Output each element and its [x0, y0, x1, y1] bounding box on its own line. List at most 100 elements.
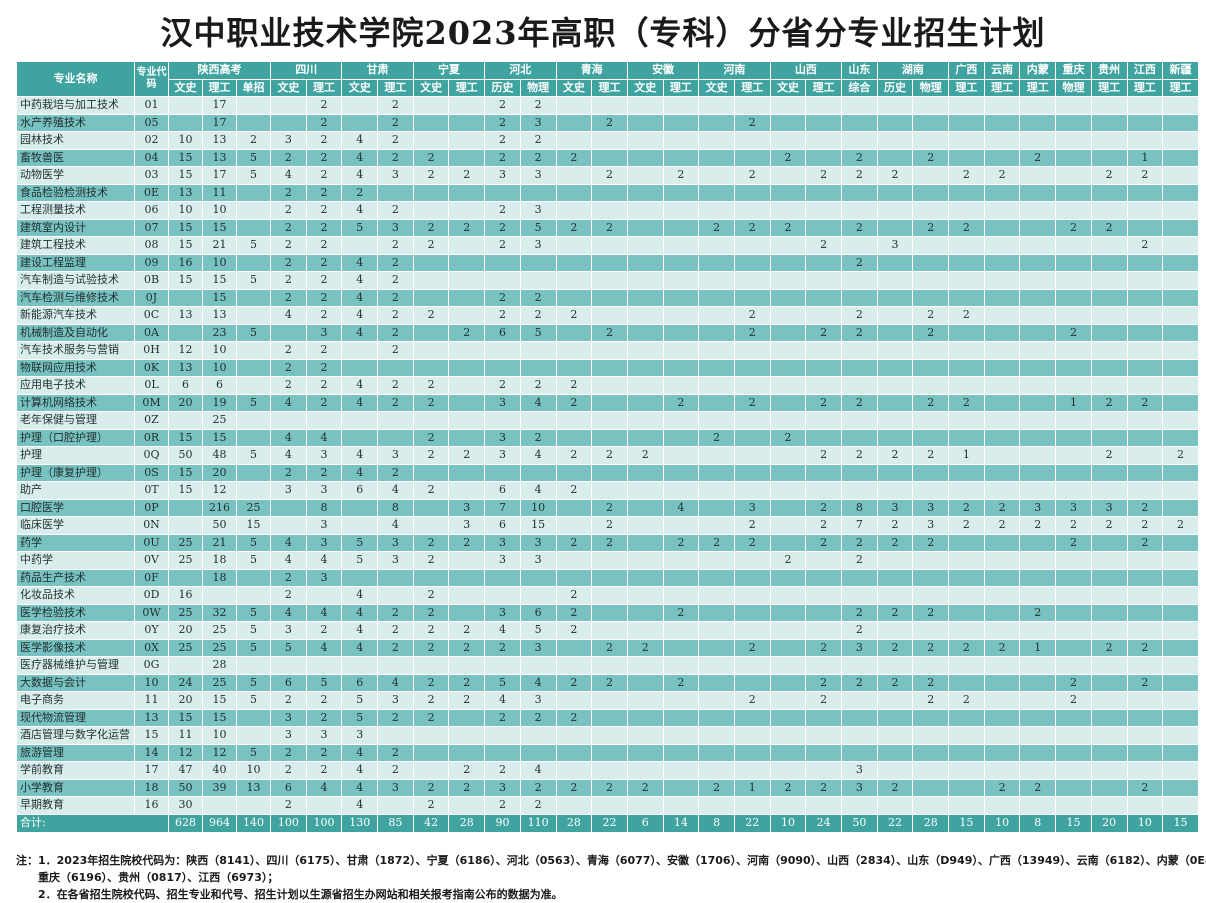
quota-cell: 3	[841, 638, 878, 657]
table-row: 畜牧兽医 04 15 13 5 2 2 4 2 2 2 2 2 2 2 2 2 1	[16, 148, 1199, 167]
major-name-cell: 工程测量技术	[16, 201, 135, 220]
major-code-cell: 0E	[134, 183, 169, 202]
quota-cell	[733, 253, 771, 272]
subject-header: 文史	[270, 78, 307, 97]
quota-cell	[1126, 708, 1164, 727]
quota-cell	[484, 341, 521, 360]
quota-cell: 2	[448, 621, 486, 640]
quota-cell	[519, 411, 557, 430]
quota-cell: 2	[412, 778, 450, 797]
quota-cell	[698, 568, 735, 587]
quota-cell	[1090, 778, 1128, 797]
quota-cell: 2	[305, 463, 343, 482]
quota-cell	[555, 568, 593, 587]
table-row: 药品生产技术 0F 18 2 3	[16, 568, 1199, 587]
quota-cell: 25	[236, 498, 271, 517]
major-code-cell: 0L	[134, 376, 169, 395]
quota-cell	[1090, 253, 1128, 272]
table-row: 水产养殖技术 05 17 2 2 2 3 2 2	[16, 113, 1199, 132]
quota-cell	[983, 463, 1021, 482]
quota-cell: 2	[805, 236, 842, 255]
major-name-cell: 现代物流管理	[16, 708, 135, 727]
quota-cell	[1055, 778, 1092, 797]
quota-cell: 4	[341, 131, 379, 150]
quota-cell: 2	[305, 743, 343, 762]
quota-cell	[626, 551, 664, 570]
quota-cell	[519, 253, 557, 272]
quota-cell: 2	[377, 708, 414, 727]
quota-cell: 2	[377, 463, 414, 482]
quota-cell	[805, 218, 842, 237]
quota-cell: 2	[412, 236, 450, 255]
quota-cell: 2	[805, 323, 842, 342]
quota-cell: 2	[948, 516, 985, 535]
quota-cell: 3	[912, 516, 950, 535]
quota-cell: 2	[662, 603, 700, 622]
quota-cell	[1162, 271, 1199, 290]
quota-cell	[626, 691, 664, 710]
quota-cell: 4	[519, 481, 557, 500]
quota-cell	[1126, 218, 1164, 237]
quota-cell	[591, 603, 628, 622]
table-row: 早期教育 16 30 2 4 2 2 2	[16, 796, 1199, 815]
quota-cell	[698, 673, 735, 692]
quota-cell	[769, 533, 807, 552]
quota-cell	[733, 271, 771, 290]
quota-cell: 2	[412, 376, 450, 395]
quota-cell	[948, 113, 985, 132]
quota-cell: 23	[202, 323, 237, 342]
quota-cell: 3	[876, 498, 914, 517]
quota-cell	[948, 288, 985, 307]
quota-cell	[983, 236, 1021, 255]
major-name-cell: 水产养殖技术	[16, 113, 135, 132]
quota-cell	[1055, 376, 1092, 395]
quota-cell	[412, 201, 450, 220]
quota-cell: 4	[341, 376, 379, 395]
quota-cell	[733, 236, 771, 255]
quota-cell	[769, 603, 807, 622]
quota-cell	[876, 253, 914, 272]
quota-cell	[662, 586, 700, 605]
quota-cell	[876, 726, 914, 745]
major-name-cell: 中药学	[16, 551, 135, 570]
quota-cell: 2	[733, 691, 771, 710]
total-cell: 100	[305, 813, 343, 833]
quota-cell: 2	[1126, 166, 1164, 185]
quota-cell: 2	[733, 218, 771, 237]
quota-cell	[1162, 463, 1199, 482]
quota-cell	[698, 498, 735, 517]
quota-cell	[662, 131, 700, 150]
quota-cell: 2	[555, 218, 593, 237]
major-name-cell: 药品生产技术	[16, 568, 135, 587]
quota-cell	[1019, 271, 1057, 290]
quota-cell	[1019, 253, 1057, 272]
major-code-cell: 04	[134, 148, 169, 167]
quota-cell	[168, 113, 203, 132]
quota-cell: 2	[555, 586, 593, 605]
quota-cell: 15	[202, 218, 237, 237]
quota-cell: 2	[1055, 218, 1092, 237]
quota-cell	[236, 481, 271, 500]
quota-cell	[698, 691, 735, 710]
quota-cell	[698, 236, 735, 255]
subject-header-row: 文史 理工 单招 文史 理工 文史 理工 文史 理工 历史 物理 文史 理工 文史 理工 文史 理工 文史 理工 综合…	[17, 78, 1199, 97]
quota-cell	[1090, 708, 1128, 727]
quota-cell: 4	[341, 306, 379, 325]
quota-cell	[1019, 656, 1057, 675]
quota-cell	[448, 656, 486, 675]
quota-cell	[1019, 428, 1057, 447]
quota-cell	[662, 218, 700, 237]
quota-cell: 2	[912, 323, 950, 342]
subject-header: 理工	[1019, 78, 1057, 97]
major-code-cell: 0P	[134, 498, 169, 517]
quota-cell	[912, 131, 950, 150]
total-cell: 140	[236, 813, 271, 833]
quota-cell	[876, 411, 914, 430]
quota-cell: 3	[305, 481, 343, 500]
quota-cell	[626, 393, 664, 412]
quota-cell	[769, 656, 807, 675]
quota-cell	[1055, 428, 1092, 447]
quota-cell	[948, 481, 985, 500]
quota-cell: 15	[202, 428, 237, 447]
quota-cell: 2	[1126, 673, 1164, 692]
